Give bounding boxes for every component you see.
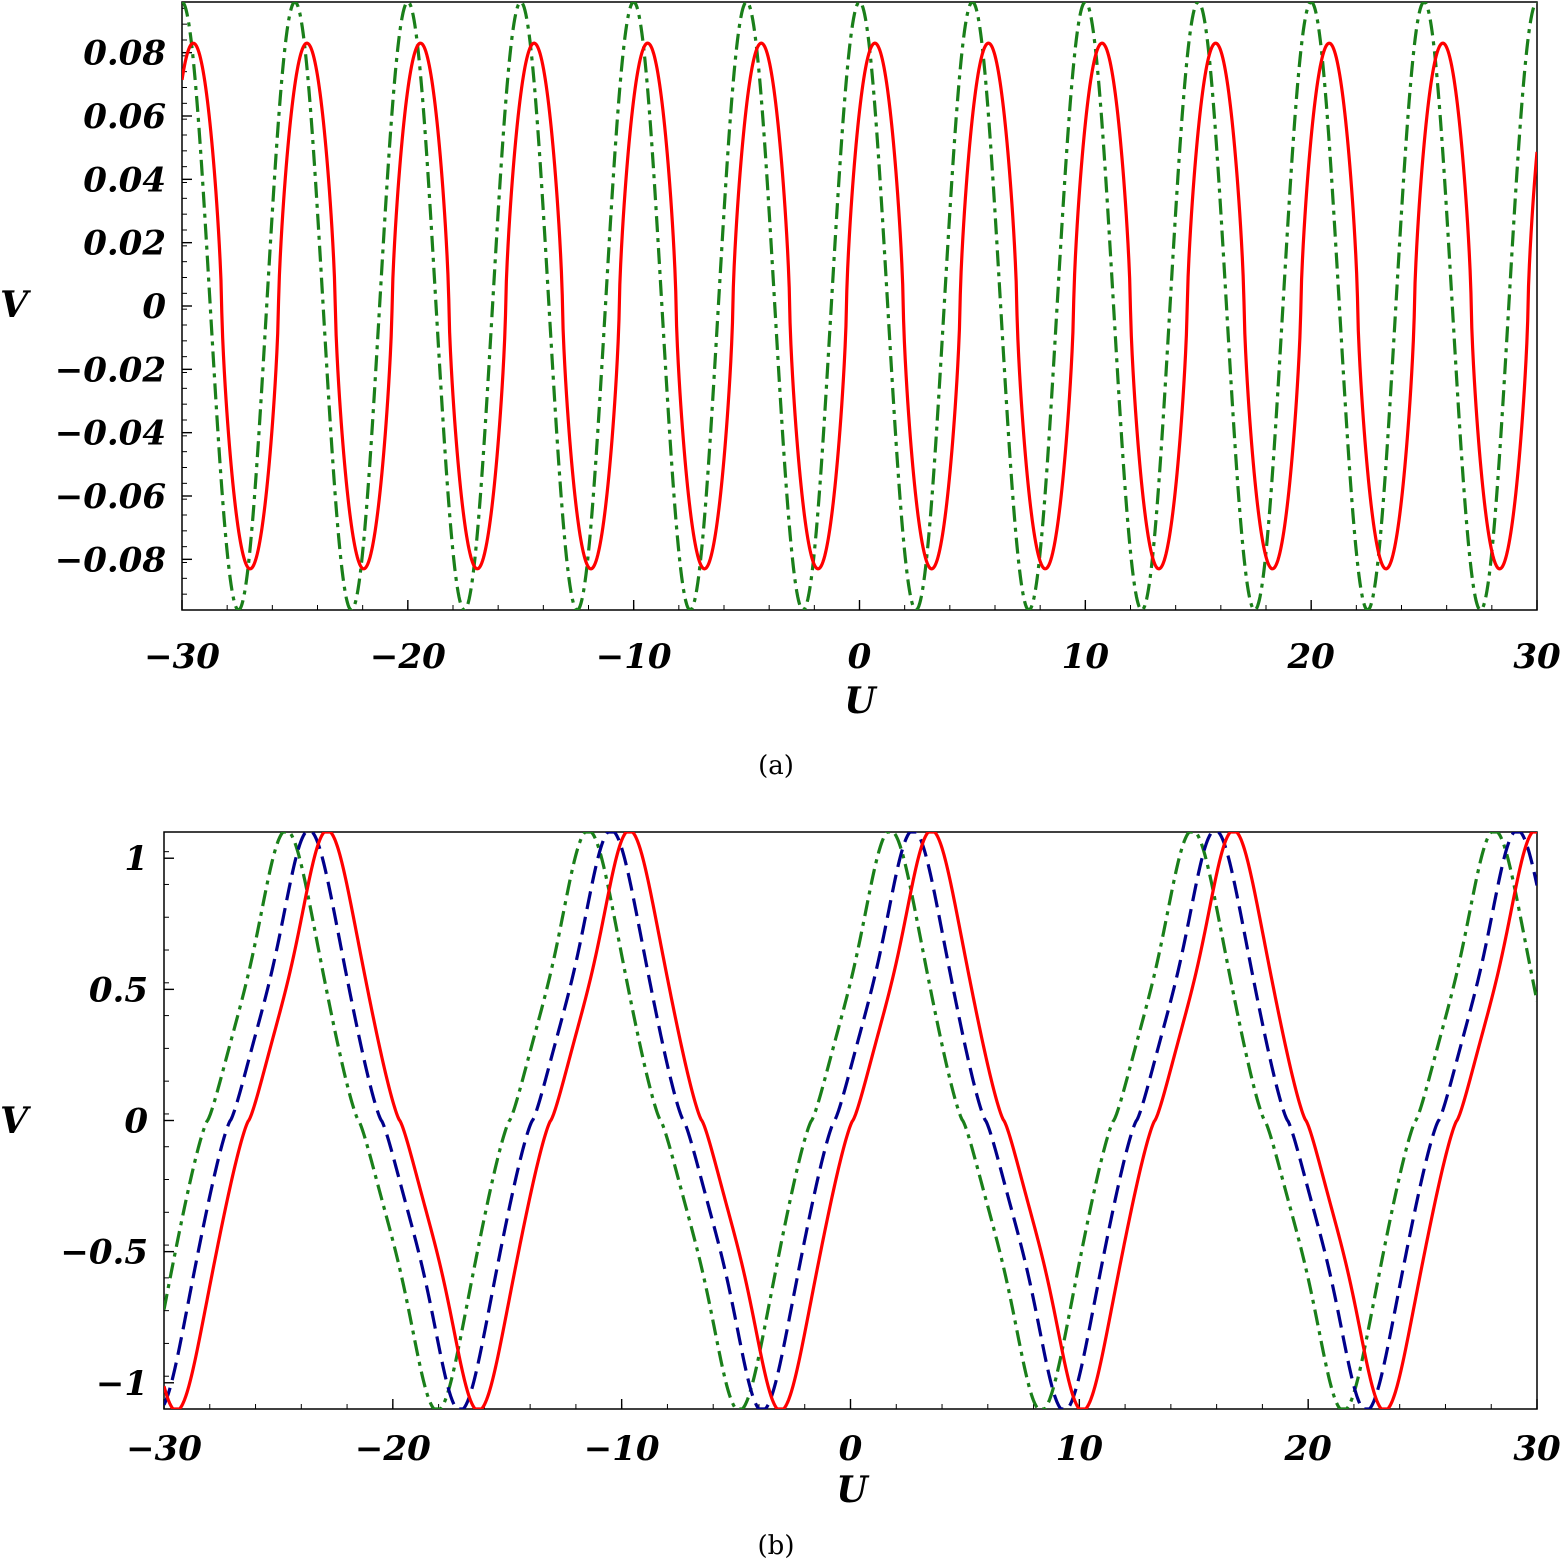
x-tick-label: 0 (839, 1429, 863, 1469)
panel-b: 1 0.5 0 −0.5 −1 −30 −20 −10 0 10 20 30 U V (b) (0, 831, 1560, 1561)
y-tick-label: 0.02 (83, 224, 166, 264)
x-tick-label: 10 (1062, 637, 1110, 677)
series-line-dashdot (182, 2, 1537, 610)
plot-frame-b (163, 831, 1538, 1410)
series-group-b (164, 832, 1537, 1409)
x-tick-label: 30 (1513, 637, 1560, 677)
x-tick-label: 20 (1287, 637, 1336, 677)
series-line-solid (164, 832, 1537, 1409)
series-group-a (182, 2, 1537, 610)
y-tick-label: 0.5 (89, 970, 148, 1010)
x-axis-tick-labels-a: −30 −20 −10 0 10 20 30 (144, 637, 1560, 677)
caption-b: (b) (758, 1531, 795, 1561)
y-axis-ticks-b (164, 851, 174, 1410)
y-tick-label: −0.06 (55, 477, 166, 517)
plot-frame-a (181, 1, 1538, 611)
x-tick-label: −20 (355, 1429, 431, 1469)
x-tick-label: −10 (596, 637, 672, 677)
x-tick-label: −30 (144, 637, 220, 677)
y-tick-label: −0.5 (60, 1233, 148, 1273)
x-axis-label-a: U (844, 680, 878, 722)
y-tick-label: −0.08 (55, 540, 166, 580)
x-tick-label: −30 (126, 1429, 202, 1469)
x-tick-label: −10 (584, 1429, 660, 1469)
y-axis-tick-labels-b: 1 0.5 0 −0.5 −1 (60, 839, 148, 1404)
x-axis-ticks-a (181, 600, 1538, 610)
x-tick-label: 30 (1513, 1429, 1560, 1469)
x-axis-ticks-b (163, 1399, 1538, 1409)
x-tick-label: 10 (1056, 1429, 1104, 1469)
x-tick-label: 0 (848, 637, 872, 677)
x-tick-label: −20 (370, 637, 446, 677)
x-tick-label: 20 (1284, 1429, 1333, 1469)
y-axis-tick-labels-a: 0.08 0.06 0.04 0.02 0 −0.02 −0.04 −0.06 −0.08 (55, 34, 167, 581)
panel-a: 0.08 0.06 0.04 0.02 0 −0.02 −0.04 −0.06 −0.08 −3… (0, 1, 1560, 781)
caption-a: (a) (758, 751, 794, 781)
y-tick-label: 0 (124, 1102, 148, 1142)
y-tick-label: −0.02 (55, 350, 166, 390)
y-tick-label: 0.08 (83, 34, 166, 74)
y-axis-label-b: V (0, 1100, 31, 1142)
y-tick-label: 1 (124, 839, 148, 879)
y-axis-ticks-a (182, 7, 192, 611)
y-axis-label-a: V (0, 284, 31, 326)
y-tick-label: 0.06 (83, 97, 166, 137)
x-axis-tick-labels-b: −30 −20 −10 0 10 20 30 (126, 1429, 1560, 1469)
series-line-solid (182, 41, 1537, 571)
y-tick-label: −0.04 (55, 414, 166, 454)
series-line-dashdot (164, 832, 1537, 1409)
x-axis-label-b: U (836, 1469, 870, 1511)
y-tick-label: 0 (142, 287, 166, 327)
y-tick-label: −1 (96, 1364, 148, 1404)
series-line-dashed (164, 832, 1537, 1409)
y-tick-label: 0.04 (83, 160, 166, 200)
